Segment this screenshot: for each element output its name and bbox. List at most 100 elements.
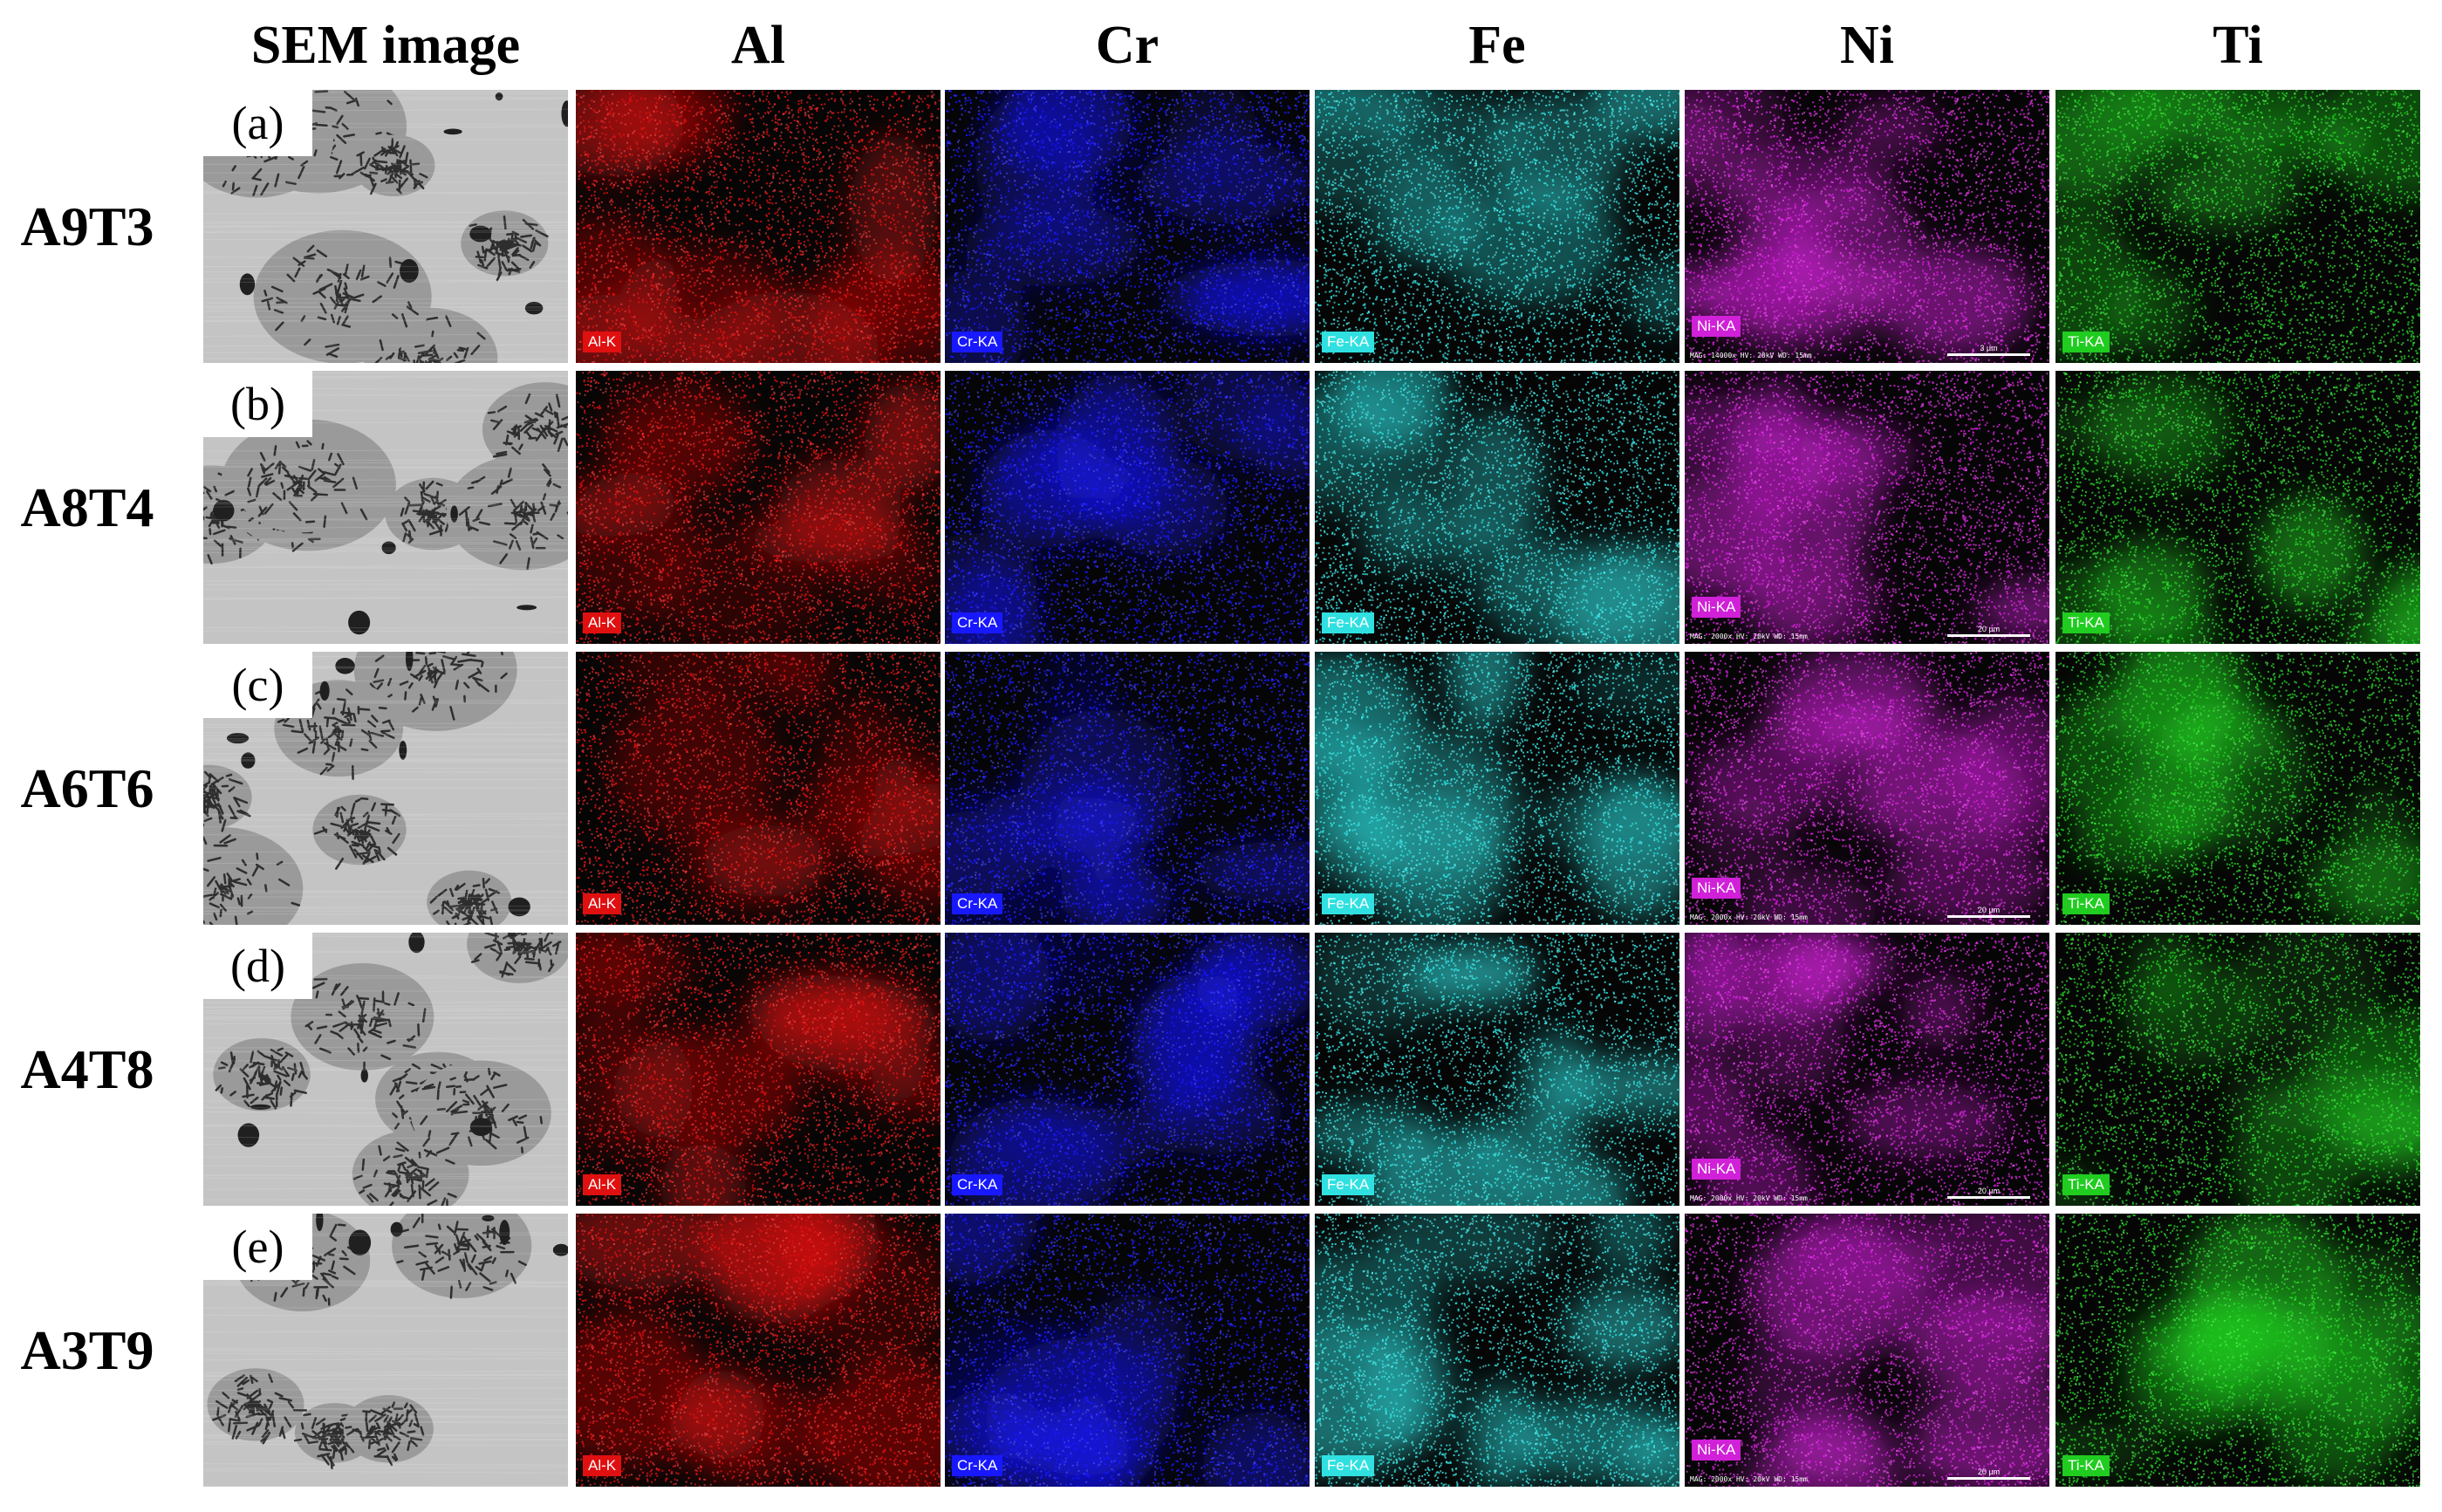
eds-map-texture — [2056, 1214, 2420, 1487]
cr-map-a9t3: Cr-KA — [945, 90, 1310, 363]
eds-map-texture — [945, 1214, 1310, 1487]
eds-map-texture — [1315, 1214, 1679, 1487]
panel-letter: (d) — [203, 933, 312, 999]
sem-image-a8t4: (b) — [203, 371, 568, 644]
scale-bar-line — [1947, 1196, 2030, 1199]
row-label-a8t4: A8T4 — [0, 473, 174, 543]
acquisition-metadata: MAG: 2000x HV: 20kV WD: 15mm — [1690, 633, 1808, 640]
eds-map-texture — [576, 1214, 941, 1487]
scale-bar-line — [1947, 353, 2030, 356]
row-label-a9t3: A9T3 — [0, 192, 174, 262]
column-header-ni: Ni — [1685, 10, 2049, 80]
scale-bar: 20 µm — [1947, 1187, 2030, 1199]
ti-map-a6t6: Ti-KA — [2056, 652, 2420, 925]
column-header-sem: SEM image — [203, 10, 568, 80]
scale-bar-label: 20 µm — [1947, 906, 2030, 914]
scale-bar: 20 µm — [1947, 625, 2030, 637]
element-tag: Al-K — [583, 1174, 621, 1195]
element-tag: Ni-KA — [1692, 597, 1741, 618]
al-map-a8t4: Al-K — [576, 371, 941, 644]
eds-map-texture — [576, 371, 941, 644]
element-tag: Fe-KA — [1322, 893, 1374, 914]
ti-map-a9t3: Ti-KA — [2056, 90, 2420, 363]
ti-map-a4t8: Ti-KA — [2056, 933, 2420, 1206]
eds-map-texture — [1315, 90, 1679, 363]
ni-map-a8t4: Ni-KA MAG: 2000x HV: 20kV WD: 15mm 20 µm — [1685, 371, 2049, 644]
al-map-a9t3: Al-K — [576, 90, 941, 363]
eds-map-texture — [1315, 933, 1679, 1206]
ti-map-a3t9: Ti-KA — [2056, 1214, 2420, 1487]
element-tag: Ni-KA — [1692, 1440, 1741, 1461]
panel-letter: (e) — [203, 1214, 312, 1280]
scale-bar-line — [1947, 634, 2030, 637]
scale-bar: 20 µm — [1947, 1468, 2030, 1480]
element-tag: Ni-KA — [1692, 316, 1741, 337]
al-map-a6t6: Al-K — [576, 652, 941, 925]
element-tag: Al-K — [583, 893, 621, 914]
element-tag: Ti-KA — [2062, 612, 2110, 633]
eds-map-texture — [2056, 90, 2420, 363]
scale-bar-label: 20 µm — [1947, 1468, 2030, 1476]
element-tag: Fe-KA — [1322, 1174, 1374, 1195]
cr-map-a3t9: Cr-KA — [945, 1214, 1310, 1487]
cr-map-a4t8: Cr-KA — [945, 933, 1310, 1206]
element-tag: Al-K — [583, 332, 621, 352]
eds-map-texture — [945, 371, 1310, 644]
eds-map-texture — [1315, 371, 1679, 644]
element-tag: Cr-KA — [952, 893, 1002, 914]
element-tag: Fe-KA — [1322, 332, 1374, 352]
element-tag: Ti-KA — [2062, 1174, 2110, 1195]
eds-map-texture — [576, 90, 941, 363]
eds-map-texture — [576, 933, 941, 1206]
ni-map-a3t9: Ni-KA MAG: 2000x HV: 20kV WD: 15mm 20 µm — [1685, 1214, 2049, 1487]
fe-map-a3t9: Fe-KA — [1315, 1214, 1679, 1487]
element-tag: Cr-KA — [952, 332, 1002, 352]
element-tag: Fe-KA — [1322, 1455, 1374, 1476]
ni-map-a9t3: Ni-KA MAG: 14000x HV: 20kV WD: 15mm 3 µm — [1685, 90, 2049, 363]
sem-image-a4t8: (d) — [203, 933, 568, 1206]
element-tag: Ni-KA — [1692, 878, 1741, 899]
element-tag: Ni-KA — [1692, 1159, 1741, 1180]
column-header-fe: Fe — [1315, 10, 1679, 80]
fe-map-a6t6: Fe-KA — [1315, 652, 1679, 925]
eds-map-texture — [2056, 371, 2420, 644]
sem-image-a3t9: (e) — [203, 1214, 568, 1487]
element-tag: Cr-KA — [952, 1455, 1002, 1476]
acquisition-metadata: MAG: 2000x HV: 20kV WD: 15mm — [1690, 913, 1808, 921]
eds-map-texture — [945, 90, 1310, 363]
al-map-a3t9: Al-K — [576, 1214, 941, 1487]
element-tag: Cr-KA — [952, 1174, 1002, 1195]
element-tag: Fe-KA — [1322, 612, 1374, 633]
row-label-a6t6: A6T6 — [0, 754, 174, 824]
cr-map-a6t6: Cr-KA — [945, 652, 1310, 925]
scale-bar-label: 20 µm — [1947, 625, 2030, 633]
eds-map-texture — [576, 652, 941, 925]
element-tag: Ti-KA — [2062, 332, 2110, 352]
row-label-a4t8: A4T8 — [0, 1035, 174, 1105]
column-header-ti: Ti — [2056, 10, 2420, 80]
eds-map-texture — [2056, 933, 2420, 1206]
acquisition-metadata: MAG: 2000x HV: 20kV WD: 15mm — [1690, 1475, 1808, 1483]
ti-map-a8t4: Ti-KA — [2056, 371, 2420, 644]
element-tag: Ti-KA — [2062, 893, 2110, 914]
eds-map-texture — [1315, 652, 1679, 925]
eds-map-texture — [2056, 652, 2420, 925]
panel-letter: (b) — [203, 371, 312, 437]
panel-letter: (a) — [203, 90, 312, 156]
sem-image-a6t6: (c) — [203, 652, 568, 925]
al-map-a4t8: Al-K — [576, 933, 941, 1206]
eds-map-texture — [945, 933, 1310, 1206]
eds-map-texture — [945, 652, 1310, 925]
ni-map-a4t8: Ni-KA MAG: 2000x HV: 20kV WD: 15mm 20 µm — [1685, 933, 2049, 1206]
scale-bar-label: 20 µm — [1947, 1187, 2030, 1195]
scale-bar-label: 3 µm — [1947, 344, 2030, 352]
element-tag: Al-K — [583, 1455, 621, 1476]
sem-image-a9t3: (a) — [203, 90, 568, 363]
acquisition-metadata: MAG: 2000x HV: 20kV WD: 15mm — [1690, 1194, 1808, 1202]
scale-bar: 3 µm — [1947, 344, 2030, 356]
cr-map-a8t4: Cr-KA — [945, 371, 1310, 644]
acquisition-metadata: MAG: 14000x HV: 20kV WD: 15mm — [1690, 352, 1812, 359]
fe-map-a4t8: Fe-KA — [1315, 933, 1679, 1206]
row-label-a3t9: A3T9 — [0, 1316, 174, 1385]
fe-map-a9t3: Fe-KA — [1315, 90, 1679, 363]
